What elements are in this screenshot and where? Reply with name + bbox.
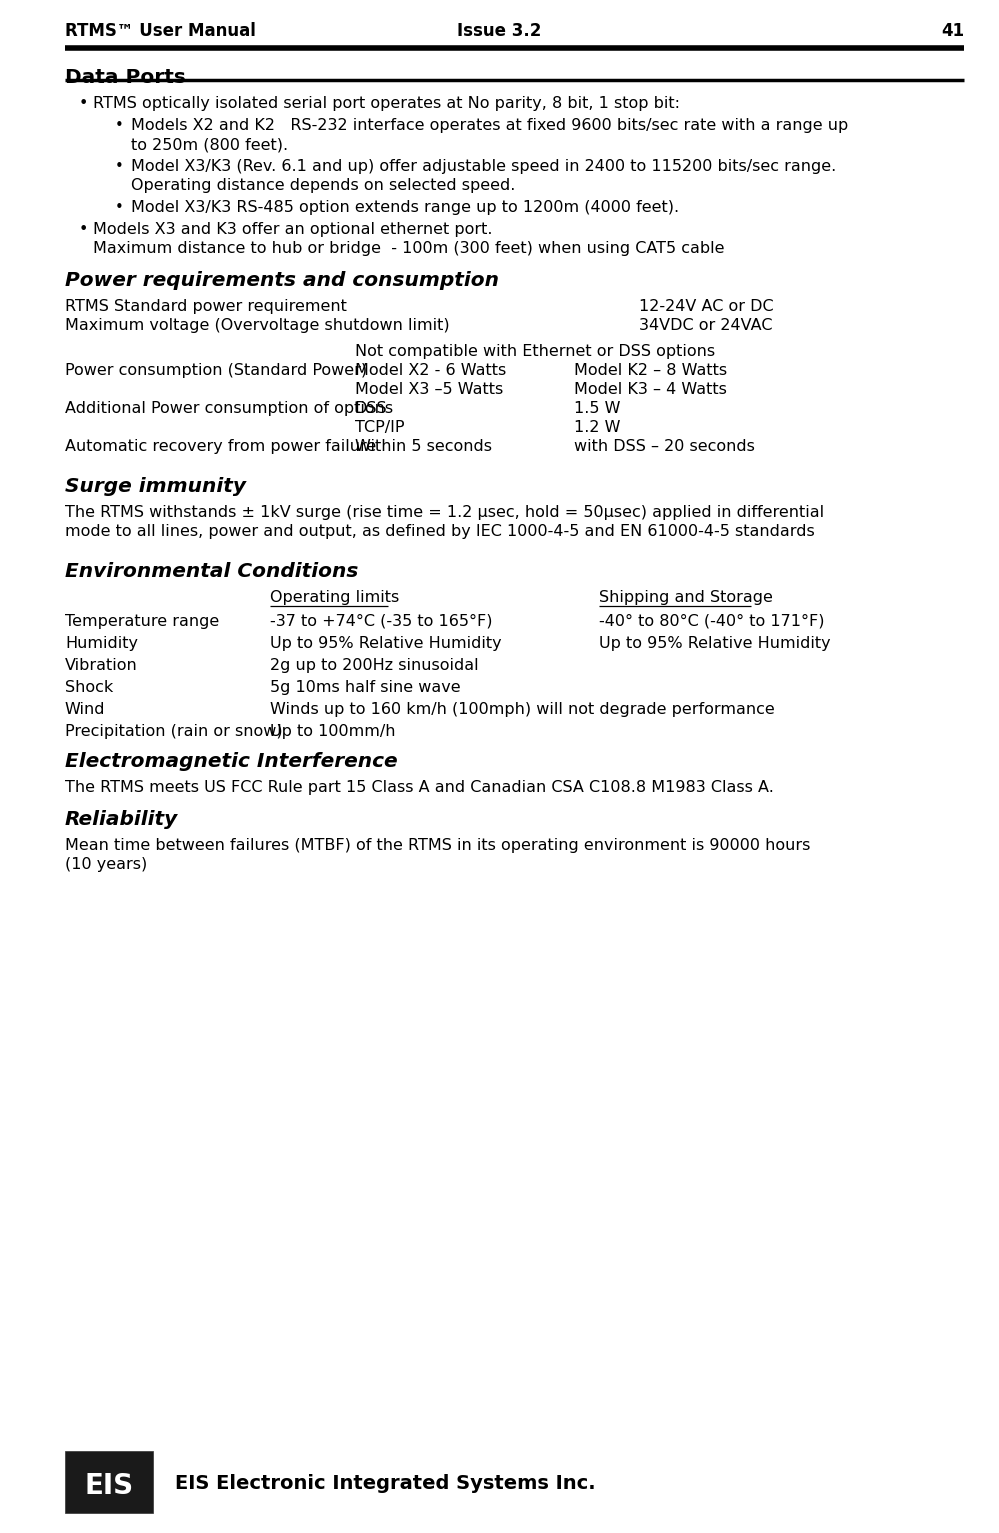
Text: Vibration: Vibration xyxy=(65,658,138,673)
Text: DSS: DSS xyxy=(355,402,388,415)
Text: Environmental Conditions: Environmental Conditions xyxy=(65,563,359,581)
Text: Surge immunity: Surge immunity xyxy=(65,477,246,497)
Text: Maximum voltage (Overvoltage shutdown limit): Maximum voltage (Overvoltage shutdown li… xyxy=(65,317,450,333)
Text: EIS Electronic Integrated Systems Inc.: EIS Electronic Integrated Systems Inc. xyxy=(175,1475,595,1493)
Text: Operating limits: Operating limits xyxy=(270,590,399,606)
Text: Additional Power consumption of options: Additional Power consumption of options xyxy=(65,402,393,415)
Text: 41: 41 xyxy=(941,21,964,40)
Text: Data Ports: Data Ports xyxy=(65,67,186,87)
Text: (10 years): (10 years) xyxy=(65,857,147,872)
Text: Within 5 seconds: Within 5 seconds xyxy=(355,438,492,454)
Text: RTMS™ User Manual: RTMS™ User Manual xyxy=(65,21,256,40)
Text: •: • xyxy=(79,97,88,110)
Text: Temperature range: Temperature range xyxy=(65,615,219,629)
Text: 12-24V AC or DC: 12-24V AC or DC xyxy=(639,299,774,314)
Text: Up to 95% Relative Humidity: Up to 95% Relative Humidity xyxy=(270,636,501,652)
Text: Mean time between failures (MTBF) of the RTMS in its operating environment is 90: Mean time between failures (MTBF) of the… xyxy=(65,839,810,852)
Text: 2g up to 200Hz sinusoidal: 2g up to 200Hz sinusoidal xyxy=(270,658,479,673)
Text: Model K3 – 4 Watts: Model K3 – 4 Watts xyxy=(574,382,727,397)
Text: RTMS Standard power requirement: RTMS Standard power requirement xyxy=(65,299,347,314)
Text: Up to 100mm/h: Up to 100mm/h xyxy=(270,724,396,739)
Text: The RTMS withstands ± 1kV surge (rise time = 1.2 μsec, hold = 50μsec) applied in: The RTMS withstands ± 1kV surge (rise ti… xyxy=(65,504,824,520)
Text: Model X2 - 6 Watts: Model X2 - 6 Watts xyxy=(355,363,505,379)
Text: Operating distance depends on selected speed.: Operating distance depends on selected s… xyxy=(131,178,515,193)
Text: Wind: Wind xyxy=(65,702,106,717)
Text: Model K2 – 8 Watts: Model K2 – 8 Watts xyxy=(574,363,727,379)
Text: •: • xyxy=(115,159,124,175)
Text: -40° to 80°C (-40° to 171°F): -40° to 80°C (-40° to 171°F) xyxy=(599,615,825,629)
Text: TCP/IP: TCP/IP xyxy=(355,420,405,435)
Bar xyxy=(65,1452,153,1513)
Text: Winds up to 160 km/h (100mph) will not degrade performance: Winds up to 160 km/h (100mph) will not d… xyxy=(270,702,774,717)
Text: Humidity: Humidity xyxy=(65,636,138,652)
Text: -37 to +74°C (-35 to 165°F): -37 to +74°C (-35 to 165°F) xyxy=(270,615,493,629)
Text: 1.5 W: 1.5 W xyxy=(574,402,621,415)
Text: Shock: Shock xyxy=(65,681,113,694)
Text: 34VDC or 24VAC: 34VDC or 24VAC xyxy=(639,317,773,333)
Text: Power requirements and consumption: Power requirements and consumption xyxy=(65,271,499,290)
Text: EIS: EIS xyxy=(84,1472,134,1499)
Text: Maximum distance to hub or bridge  - 100m (300 feet) when using CAT5 cable: Maximum distance to hub or bridge - 100m… xyxy=(93,241,724,256)
Text: •: • xyxy=(79,222,88,238)
Text: Models X3 and K3 offer an optional ethernet port.: Models X3 and K3 offer an optional ether… xyxy=(93,222,493,238)
Text: Shipping and Storage: Shipping and Storage xyxy=(599,590,773,606)
Text: The RTMS meets US FCC Rule part 15 Class A and Canadian CSA C108.8 M1983 Class A: The RTMS meets US FCC Rule part 15 Class… xyxy=(65,780,774,796)
Text: to 250m (800 feet).: to 250m (800 feet). xyxy=(131,136,288,152)
Text: Model X3/K3 (Rev. 6.1 and up) offer adjustable speed in 2400 to 115200 bits/sec : Model X3/K3 (Rev. 6.1 and up) offer adju… xyxy=(131,159,836,175)
Text: Up to 95% Relative Humidity: Up to 95% Relative Humidity xyxy=(599,636,831,652)
Text: with DSS – 20 seconds: with DSS – 20 seconds xyxy=(574,438,755,454)
Text: Power consumption (Standard Power): Power consumption (Standard Power) xyxy=(65,363,367,379)
Text: Model X3 –5 Watts: Model X3 –5 Watts xyxy=(355,382,502,397)
Text: Automatic recovery from power failure: Automatic recovery from power failure xyxy=(65,438,377,454)
Text: Issue 3.2: Issue 3.2 xyxy=(458,21,541,40)
Text: Not compatible with Ethernet or DSS options: Not compatible with Ethernet or DSS opti… xyxy=(355,343,714,359)
Text: •: • xyxy=(115,199,124,215)
Text: 5g 10ms half sine wave: 5g 10ms half sine wave xyxy=(270,681,461,694)
Text: 1.2 W: 1.2 W xyxy=(574,420,621,435)
Text: Precipitation (rain or snow): Precipitation (rain or snow) xyxy=(65,724,283,739)
Text: •: • xyxy=(115,118,124,133)
Text: Reliability: Reliability xyxy=(65,809,178,829)
Text: RTMS optically isolated serial port operates at No parity, 8 bit, 1 stop bit:: RTMS optically isolated serial port oper… xyxy=(93,97,680,110)
Text: mode to all lines, power and output, as defined by IEC 1000-4-5 and EN 61000-4-5: mode to all lines, power and output, as … xyxy=(65,524,815,540)
Text: Electromagnetic Interference: Electromagnetic Interference xyxy=(65,753,398,771)
Text: Model X3/K3 RS-485 option extends range up to 1200m (4000 feet).: Model X3/K3 RS-485 option extends range … xyxy=(131,199,679,215)
Text: Models X2 and K2   RS-232 interface operates at fixed 9600 bits/sec rate with a : Models X2 and K2 RS-232 interface operat… xyxy=(131,118,848,133)
